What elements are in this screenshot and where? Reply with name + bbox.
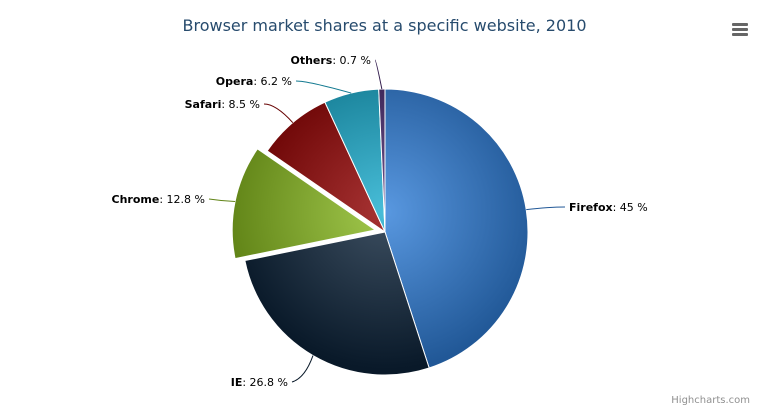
data-label-others: Others: 0.7 % — [290, 54, 371, 67]
pie-slice-others[interactable] — [378, 88, 386, 233]
hamburger-menu-icon[interactable] — [732, 22, 748, 36]
connector-firefox — [526, 206, 566, 211]
data-label-chrome: Chrome: 12.8 % — [112, 193, 205, 206]
data-label-firefox: Firefox: 45 % — [569, 201, 648, 214]
credits-link[interactable]: Highcharts.com — [671, 395, 750, 406]
connector-opera — [295, 80, 352, 94]
data-label-opera: Opera: 6.2 % — [216, 75, 292, 88]
connector-ie — [291, 355, 314, 383]
connector-safari — [263, 103, 294, 124]
data-label-ie: IE: 26.8 % — [231, 376, 288, 389]
pie-slice-firefox[interactable] — [384, 88, 529, 369]
pie-slice-ie[interactable] — [244, 231, 430, 376]
connector-others — [374, 59, 383, 90]
chart-title: Browser market shares at a specific webs… — [182, 16, 586, 35]
connector-chrome — [208, 198, 236, 202]
data-label-safari: Safari: 8.5 % — [185, 98, 260, 111]
